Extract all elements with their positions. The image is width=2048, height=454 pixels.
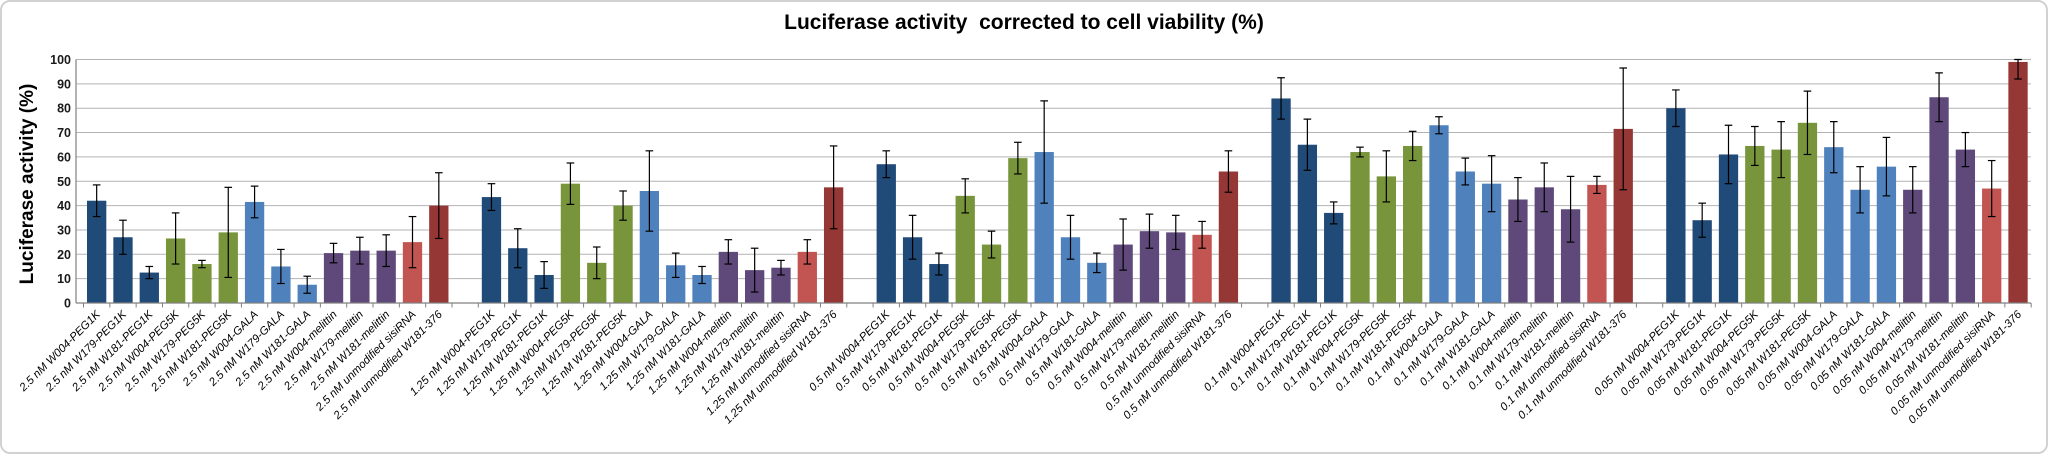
bar-0.05nM-W179-PEG1K (1692, 220, 1712, 303)
bar-0.05nM-W004-PEG1K (1666, 108, 1686, 303)
bar-2.5nM-W004-PEG1K (87, 200, 107, 303)
bar-2.5nM-W181-melittin (376, 250, 396, 303)
bar-1.25nM-W004-PEG5K (560, 183, 581, 303)
bar-1.25nM-W181-PEG5K (613, 205, 633, 303)
bar-0.1nM-unmodified W181-376 (1613, 128, 1633, 303)
bar-0.05nM-W181-melittin (1955, 149, 1976, 303)
y-tick-label: 80 (57, 102, 71, 116)
bar-0.5nM-W004-PEG1K (876, 164, 896, 303)
bar-0.5nM-W181-melittin (1166, 232, 1186, 303)
bar-0.1nM-W179-PEG5K (1376, 176, 1396, 303)
y-tick-label: 0 (64, 297, 71, 311)
bar-0.5nM-W004-GALA (1034, 152, 1054, 303)
bar-2.5nM-W181-GALA (297, 284, 317, 303)
bar-2.5nM-unmodified sisiRNA (402, 242, 423, 303)
bar-0.05nM-W181-GALA (1876, 166, 1897, 303)
bar-0.5nM-unmodified sisiRNA (1192, 234, 1212, 303)
bar-2.5nM-W179-GALA (271, 266, 291, 303)
bar-1.25nM-W004-GALA (639, 190, 660, 303)
bar-0.5nM-W179-melittin (1139, 231, 1160, 303)
bar-0.05nM-W181-PEG5K (1797, 122, 1818, 303)
bar-0.5nM-W181-PEG5K (1008, 158, 1028, 303)
bar-0.05nM-W179-melittin (1929, 97, 1949, 304)
bar-1.25nM-W179-GALA (666, 265, 686, 303)
bar-0.5nM-W179-PEG1K (902, 237, 923, 303)
bar-2.5nM-unmodified W181-376 (429, 205, 449, 303)
bar-0.5nM-W181-PEG1K (929, 264, 949, 303)
bar-0.05nM-W004-melittin (1903, 189, 1923, 303)
bar-0.5nM-W004-PEG5K (955, 195, 975, 303)
bar-0.1nM-W179-GALA (1455, 171, 1475, 303)
bar-0.1nM-W181-GALA (1481, 183, 1502, 303)
bar-0.05nM-W004-PEG5K (1745, 145, 1765, 303)
bar-0.5nM-W179-GALA (1060, 237, 1081, 303)
bar-2.5nM-W181-PEG1K (139, 272, 159, 303)
bar-1.25nM-unmodified sisiRNA (797, 251, 817, 303)
bar-1.25nM-W179-PEG5K (587, 262, 607, 303)
bar-0.05nM-W181-PEG1K (1718, 154, 1739, 303)
bar-0.5nM-W179-PEG5K (981, 244, 1002, 303)
bar-2.5nM-W004-melittin (323, 253, 344, 303)
bar-0.1nM-W179-PEG1K (1297, 144, 1318, 303)
bar-0.05nM-unmodified W181-376 (2008, 61, 2028, 304)
bar-0.05nM-W179-PEG5K (1771, 149, 1791, 303)
y-tick-label: 40 (57, 199, 71, 213)
bar-0.05nM-W179-GALA (1850, 189, 1870, 303)
y-tick-label: 70 (57, 126, 71, 140)
y-tick-label: 100 (50, 53, 71, 67)
y-tick-label: 20 (57, 248, 71, 262)
bar-2.5nM-W179-melittin (350, 250, 370, 303)
bar-1.25nM-W181-GALA (692, 274, 712, 303)
bar-1.25nM-W179-PEG1K (508, 248, 528, 303)
bar-0.1nM-W004-GALA (1429, 125, 1449, 304)
y-tick-label: 90 (57, 77, 71, 91)
bar-0.1nM-W004-melittin (1508, 199, 1528, 303)
bar-0.1nM-W004-PEG1K (1271, 98, 1291, 304)
bar-0.05nM-W004-GALA (1824, 147, 1844, 303)
y-tick-label: 60 (57, 150, 71, 164)
chart-title: Luciferase activity corrected to cell vi… (784, 11, 1264, 34)
bar-0.1nM-W181-PEG1K (1324, 212, 1344, 303)
y-axis-title: Luciferase activity (%) (17, 83, 38, 285)
bar-1.25nM-W004-melittin (718, 251, 738, 303)
y-tick-label: 50 (57, 175, 71, 189)
bar-1.25nM-W004-PEG1K (481, 197, 502, 303)
bar-1.25nM-W181-PEG1K (534, 274, 554, 303)
bar-2.5nM-W179-PEG1K (113, 237, 133, 303)
bar-1.25nM-W181-melittin (771, 267, 791, 303)
bar-0.1nM-W181-PEG5K (1403, 145, 1423, 303)
y-tick-label: 30 (57, 223, 71, 237)
y-tick-label: 10 (57, 272, 71, 286)
bar-0.5nM-unmodified W181-376 (1218, 171, 1239, 303)
bar-1.25nM-unmodified W181-376 (823, 187, 844, 303)
bar-0.05nM-unmodified sisiRNA (1982, 188, 2002, 303)
bar-2.5nM-W004-PEG5K (165, 238, 186, 303)
bar-0.5nM-W181-GALA (1087, 262, 1107, 303)
bar-0.1nM-W179-melittin (1534, 187, 1554, 303)
bar-0.5nM-W004-melittin (1113, 244, 1133, 303)
bar-0.1nM-unmodified sisiRNA (1587, 184, 1607, 303)
bar-0.1nM-W181-melittin (1560, 209, 1581, 303)
bar-2.5nM-W004-GALA (244, 201, 265, 303)
bar-2.5nM-W179-PEG5K (192, 264, 212, 303)
bar-0.1nM-W004-PEG5K (1350, 152, 1370, 303)
